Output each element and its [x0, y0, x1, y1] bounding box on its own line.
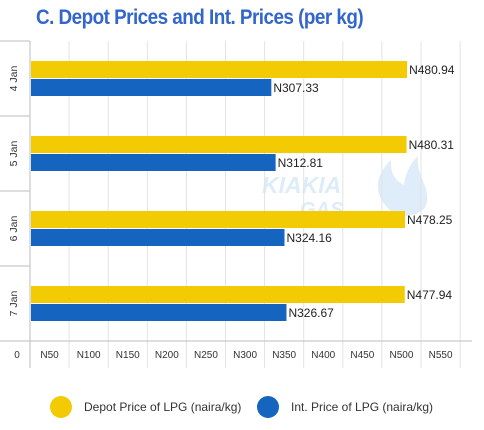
bar-int	[31, 229, 285, 246]
x-tick-label: N300	[233, 350, 257, 361]
data-label-int: N324.16	[286, 231, 332, 245]
bar-depot	[31, 136, 407, 153]
origin-label: 0	[14, 350, 20, 361]
category-label: 6 Jan	[8, 215, 20, 241]
data-label-int: N312.81	[278, 156, 324, 170]
x-tick-label: N500	[389, 350, 413, 361]
chart-title: C. Depot Prices and Int. Prices (per kg)	[36, 6, 364, 29]
data-label-int: N307.33	[273, 81, 319, 95]
legend-label-depot: Depot Price of LPG (naira/kg)	[84, 400, 242, 414]
x-tick-label: N350	[272, 350, 296, 361]
data-label-int: N326.67	[288, 306, 334, 320]
axes: N50 N100 N150 N200 N250 N300 N350 N400 N450 N500 N…	[0, 40, 472, 368]
x-tick-label: N150	[116, 350, 140, 361]
bar-int	[31, 304, 287, 321]
data-label-depot: N480.31	[409, 138, 455, 152]
x-tick-label: N450	[350, 350, 374, 361]
bar-int	[31, 79, 272, 96]
data-label-depot: N477.94	[407, 288, 453, 302]
bars	[31, 61, 408, 321]
category-label: 4 Jan	[8, 65, 20, 91]
x-tick-label: N550	[429, 350, 453, 361]
x-tick-label: N100	[77, 350, 101, 361]
watermark-text-1: KIAKIA	[262, 172, 341, 198]
legend-swatch-depot	[50, 396, 72, 418]
data-label-depot: N480.94	[409, 63, 455, 77]
legend-swatch-int	[257, 396, 279, 418]
category-label: 5 Jan	[8, 140, 20, 166]
bar-depot	[31, 286, 405, 303]
data-labels: N480.94 N307.33 N480.31 N312.81 N478.25 N324.…	[273, 63, 454, 320]
x-tick-label: N200	[155, 350, 179, 361]
bar-depot	[31, 61, 408, 78]
legend-item-int: Int. Price of LPG (naira/kg)	[257, 396, 433, 418]
bar-depot	[31, 211, 405, 228]
x-tick-label: N400	[311, 350, 335, 361]
legend-item-depot: Depot Price of LPG (naira/kg)	[50, 396, 241, 418]
bar-int	[31, 154, 276, 171]
data-label-depot: N478.25	[407, 213, 453, 227]
legend-label-int: Int. Price of LPG (naira/kg)	[291, 400, 434, 414]
watermark-logo: KIAKIA GAS	[262, 156, 428, 221]
category-label: 7 Jan	[8, 290, 20, 316]
flame-icon	[377, 156, 428, 216]
x-tick-label: N50	[40, 350, 59, 361]
x-tick-label: N250	[194, 350, 218, 361]
